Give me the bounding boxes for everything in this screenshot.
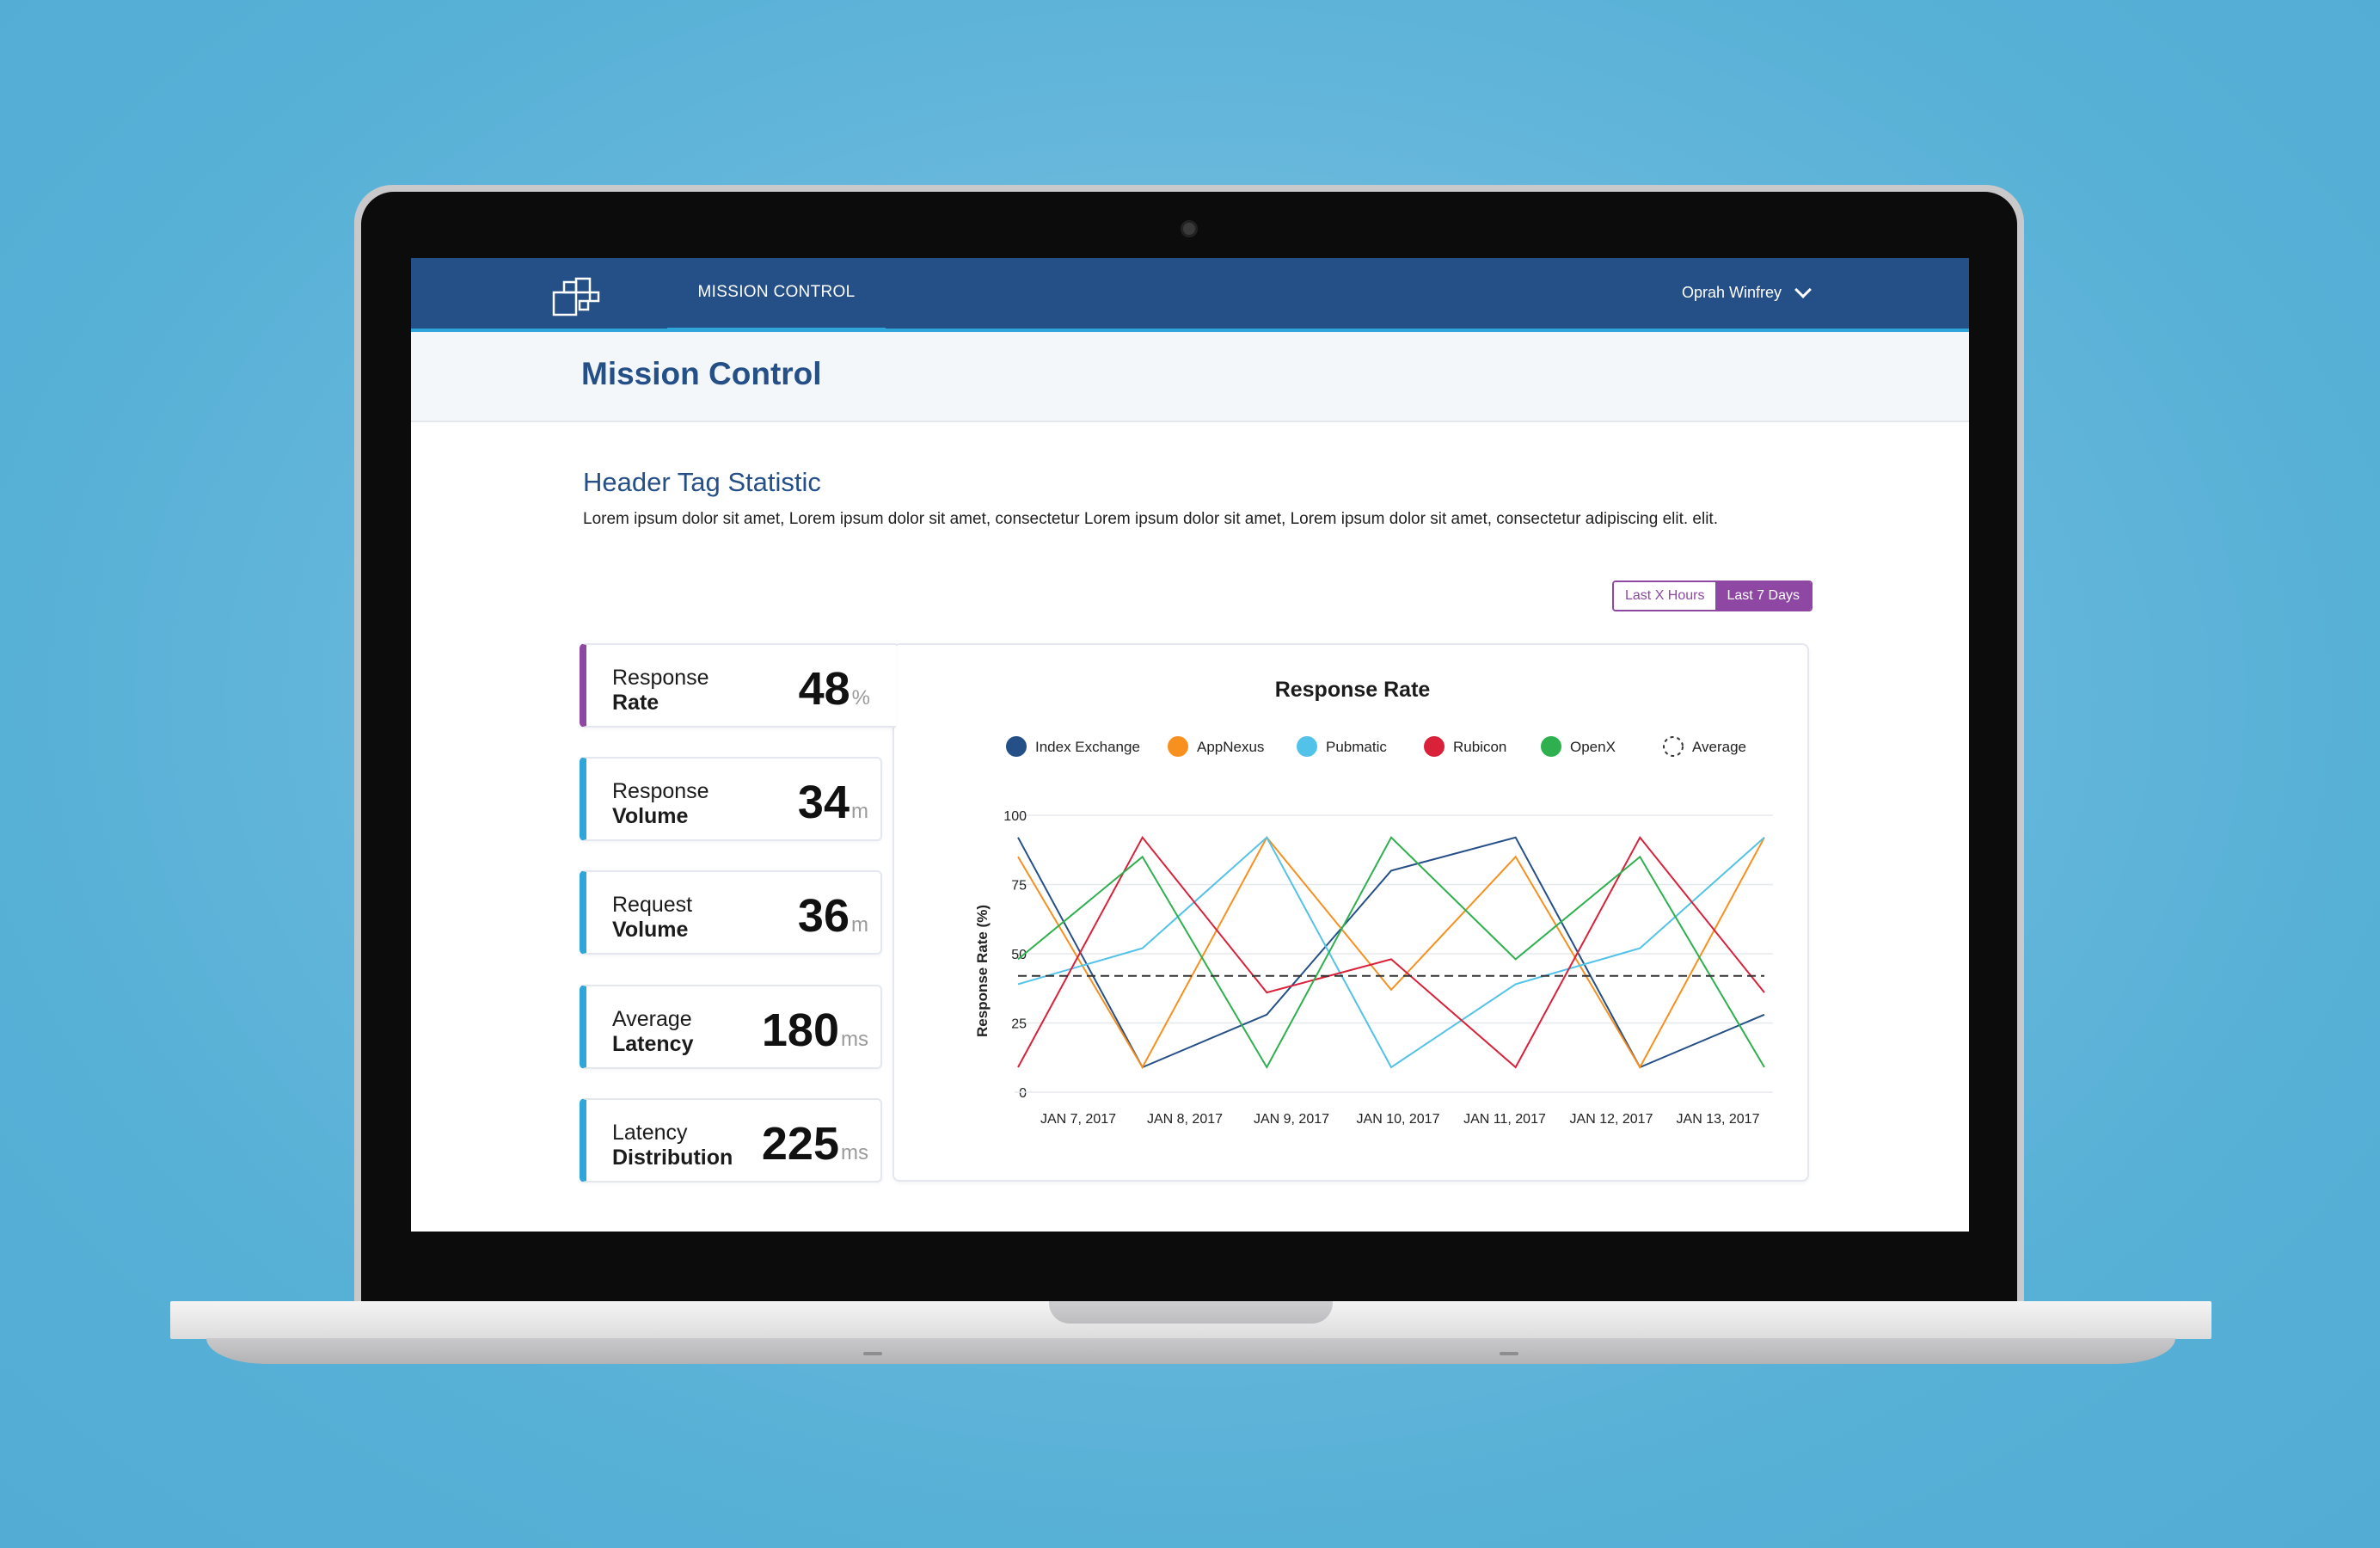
laptop-foot: [1500, 1352, 1518, 1355]
app-logo-icon[interactable]: [552, 275, 604, 316]
series-line: [1017, 836, 1765, 1070]
stat-card-response-volume[interactable]: Response Volume 34m: [580, 757, 882, 841]
stat-value: 34m: [797, 777, 868, 828]
legend-label: OpenX: [1570, 739, 1616, 755]
x-tick-label: JAN 7, 2017: [1040, 1112, 1116, 1127]
series-line: [1017, 835, 1765, 1069]
laptop-foot: [863, 1352, 882, 1355]
toggle-last-x-hours[interactable]: Last X Hours: [1614, 582, 1716, 610]
top-nav-bar: MISSION CONTROL Oprah Winfrey: [411, 258, 1969, 332]
stat-label: Average Latency: [612, 1007, 694, 1056]
stat-value: 36m: [797, 890, 868, 942]
x-tick-label: JAN 11, 2017: [1463, 1112, 1546, 1127]
app-screen: MISSION CONTROL Oprah Winfrey Mission Co…: [411, 258, 1969, 1232]
stat-card-latency-distribution[interactable]: Latency Distribution 225ms: [580, 1098, 882, 1182]
y-tick-label: 0: [1019, 1086, 1027, 1101]
stat-value: 48%: [798, 663, 870, 715]
y-axis-label: Response Rate (%): [974, 905, 991, 1037]
section-title: Header Tag Statistic: [583, 467, 821, 497]
x-tick-label: JAN 10, 2017: [1357, 1112, 1440, 1127]
user-name: Oprah Winfrey: [1681, 284, 1782, 301]
stat-label: Response Rate: [612, 666, 709, 715]
user-menu[interactable]: Oprah Winfrey: [1681, 280, 1812, 302]
y-tick-label: 25: [1011, 1017, 1027, 1032]
time-range-toggle: Last X Hours Last 7 Days: [1612, 580, 1813, 611]
legend-label: Average: [1692, 739, 1746, 755]
series-line: [1017, 836, 1765, 1069]
x-tick-label: JAN 9, 2017: [1254, 1112, 1329, 1127]
stat-card-average-latency[interactable]: Average Latency 180ms: [580, 985, 882, 1069]
stat-card-request-volume[interactable]: Request Volume 36m: [580, 870, 882, 955]
legend-marker: [1297, 736, 1317, 757]
y-tick-label: 75: [1011, 879, 1027, 894]
toggle-last-7-days[interactable]: Last 7 Days: [1715, 582, 1811, 610]
page-header: Mission Control: [411, 332, 1969, 422]
x-tick-label: JAN 13, 2017: [1677, 1112, 1760, 1127]
tab-mission-control[interactable]: MISSION CONTROL: [667, 258, 886, 332]
legend-label: Rubicon: [1453, 739, 1506, 755]
stat-card-response-rate[interactable]: Response Rate 48%: [580, 643, 896, 728]
legend-marker: [1541, 736, 1561, 757]
camera-icon: [1181, 220, 1198, 237]
stat-label: Latency Distribution: [612, 1121, 733, 1170]
legend-marker: [1168, 736, 1188, 757]
legend-marker: [1424, 736, 1445, 757]
chart-panel: Response Rate Index Exchange AppNexus Pubma…: [892, 643, 1809, 1182]
chevron-down-icon: [1794, 280, 1812, 298]
response-rate-chart: Response Rate Index Exchange AppNexus Pubma…: [974, 678, 1773, 1127]
stat-label: Response Volume: [612, 779, 709, 828]
stat-label: Request Volume: [612, 893, 693, 942]
stat-value: 180ms: [761, 1004, 868, 1056]
legend-label: Index Exchange: [1035, 739, 1140, 755]
legend-label: Pubmatic: [1326, 739, 1387, 755]
stat-value: 225ms: [761, 1118, 868, 1170]
x-tick-label: JAN 12, 2017: [1570, 1112, 1653, 1127]
section-description: Lorem ipsum dolor sit amet, Lorem ipsum …: [583, 510, 1718, 528]
legend-marker: [1006, 736, 1027, 757]
laptop-notch: [1049, 1301, 1333, 1324]
y-tick-label: 50: [1011, 948, 1027, 962]
x-tick-label: JAN 8, 2017: [1147, 1112, 1223, 1127]
legend-label: AppNexus: [1197, 739, 1264, 755]
y-tick-label: 100: [1003, 809, 1027, 824]
page-title: Mission Control: [581, 356, 822, 391]
legend-marker: [1663, 736, 1684, 757]
laptop-base-edge: [206, 1338, 2175, 1364]
chart-title: Response Rate: [1275, 678, 1431, 702]
series-line: [1017, 836, 1765, 1070]
